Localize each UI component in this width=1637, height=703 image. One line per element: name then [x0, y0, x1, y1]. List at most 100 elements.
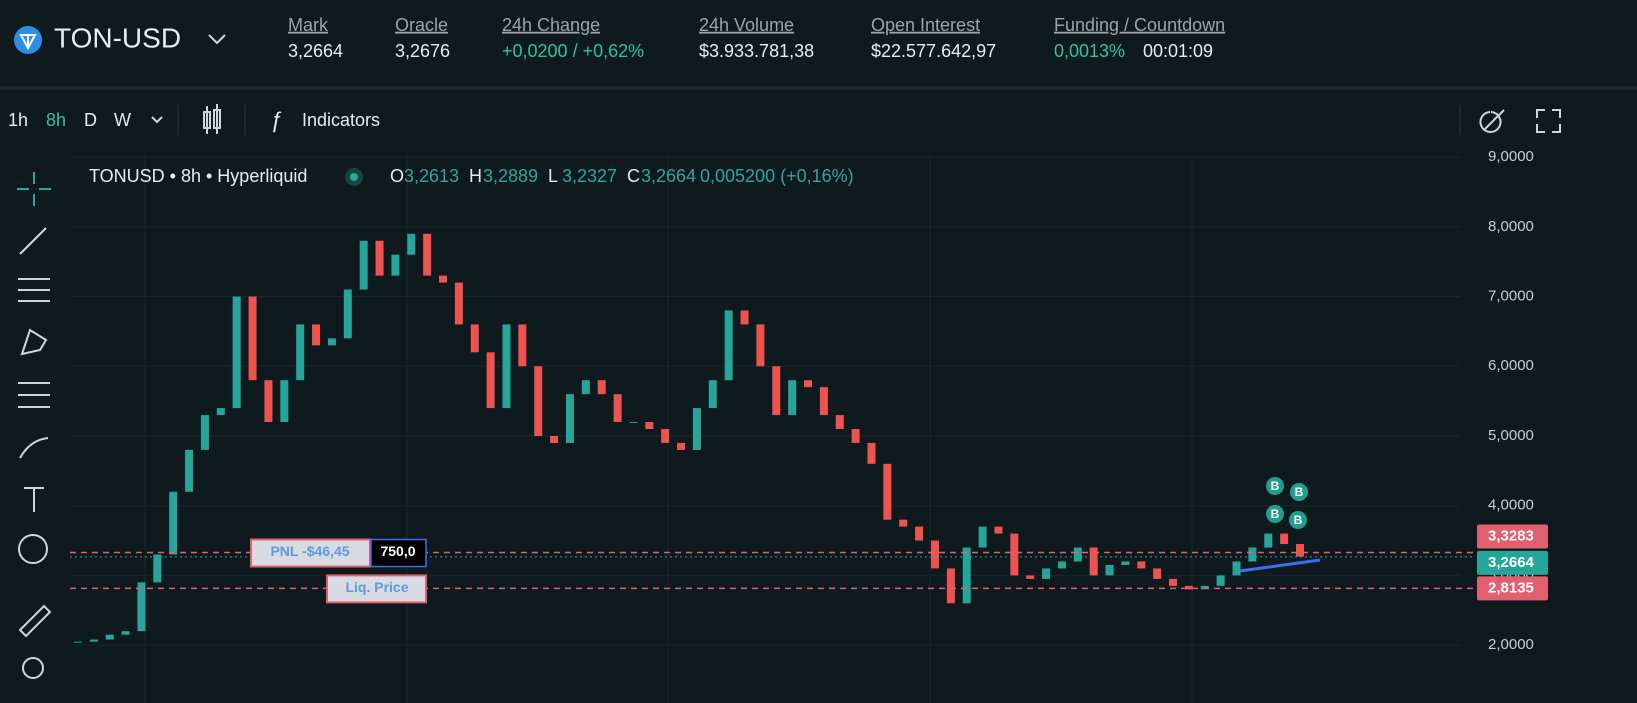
fullscreen-icon[interactable] [1536, 109, 1561, 133]
ohlc-change: 0,005200 (+0,16%) [700, 166, 854, 186]
fx-icon[interactable]: ƒ [270, 107, 282, 132]
candle [343, 289, 352, 339]
candle [1232, 561, 1241, 576]
indicators[interactable]: Indicators [302, 110, 380, 130]
trade-marker [1289, 511, 1307, 529]
candle [296, 324, 305, 381]
candle [454, 282, 463, 325]
trade-marker [1266, 477, 1284, 495]
ohlc-value: 3,2889 [483, 166, 538, 186]
candle [1153, 568, 1162, 579]
candle [327, 338, 336, 346]
candle [756, 324, 765, 367]
candle [1200, 585, 1209, 590]
candle [248, 296, 257, 381]
interval[interactable]: W [114, 110, 131, 130]
candle [486, 352, 495, 409]
brush-tool[interactable] [19, 437, 49, 459]
stat-value: 3,2664 [288, 41, 343, 61]
crosshair-tool[interactable] [17, 172, 51, 206]
price-tag-label: 2,8135 [1488, 579, 1534, 596]
candle [534, 366, 543, 436]
interval-dropdown[interactable] [151, 116, 163, 124]
status-dot-inner [350, 173, 358, 181]
liq-box[interactable] [326, 574, 427, 604]
prediction-tool[interactable] [18, 382, 50, 408]
ohlc-key: L [548, 166, 558, 186]
candle [661, 429, 670, 443]
candle [550, 435, 559, 443]
candle [645, 422, 654, 429]
size-box [370, 538, 427, 568]
pnl-label: PNL -$46,45 [270, 543, 349, 559]
trade-marker-label: B [1295, 485, 1304, 499]
candle [375, 240, 384, 276]
candle [1137, 561, 1146, 569]
candle [994, 526, 1003, 534]
candle [724, 310, 733, 381]
y-tick-label: 9,0000 [1488, 148, 1534, 165]
y-tick-label: 8,0000 [1488, 218, 1534, 235]
candle [915, 526, 924, 541]
symbol[interactable]: TON-USD [54, 22, 181, 53]
interval[interactable]: 1h [8, 110, 28, 130]
price-tag [1477, 576, 1548, 601]
text-tool[interactable] [24, 487, 44, 512]
trend-line [1239, 558, 1321, 573]
candle [962, 547, 971, 604]
trade-marker-label: B [1294, 513, 1303, 527]
candle [153, 554, 162, 583]
stat-label: Mark [288, 15, 329, 35]
price-tag-label: 3,2664 [1488, 554, 1535, 571]
candle [740, 310, 749, 325]
liq-label: Liq. Price [345, 579, 408, 595]
stat-value: +0,0200 / +0,62% [502, 41, 644, 61]
candle [899, 519, 908, 527]
zoom-tool[interactable] [22, 657, 44, 679]
stat-label: Funding / Countdown [1054, 15, 1225, 35]
candle [1010, 533, 1019, 576]
candle [89, 639, 98, 642]
trade-marker [1266, 505, 1284, 523]
candle [1042, 568, 1051, 579]
candle [1296, 544, 1304, 557]
pnl-box [250, 538, 371, 568]
candle [185, 449, 194, 492]
pattern-tool[interactable] [20, 328, 48, 356]
candle [1057, 561, 1066, 569]
candle [137, 582, 146, 632]
y-tick-label: 6,0000 [1488, 357, 1534, 374]
candle [105, 634, 114, 640]
fib-tool[interactable] [18, 278, 50, 302]
emoji-tool[interactable] [18, 534, 48, 564]
interval[interactable]: 8h [46, 110, 66, 130]
price-tag-label: 3,3283 [1488, 527, 1534, 544]
stat-value: 00:01:09 [1143, 41, 1213, 61]
ruler-tool[interactable] [18, 604, 52, 638]
candle [1073, 547, 1082, 562]
line-tool[interactable] [19, 227, 47, 255]
candle [232, 296, 241, 409]
interval[interactable]: D [84, 110, 97, 130]
stat-label: 24h Change [502, 15, 600, 35]
candle [264, 380, 273, 423]
candle [1248, 547, 1257, 562]
candle-icon[interactable] [203, 104, 221, 134]
y-tick-label: 2,0000 [1488, 636, 1534, 653]
candle [1105, 564, 1114, 576]
trade-marker-label: B [1271, 507, 1280, 521]
candle [772, 366, 781, 416]
price-tag [1477, 550, 1548, 575]
zoom-icon[interactable] [1479, 109, 1505, 133]
candle [470, 324, 479, 353]
dropdown[interactable] [208, 34, 226, 45]
candle [1121, 561, 1130, 565]
candle [883, 463, 892, 520]
ohlc-value: 3,2327 [562, 166, 617, 186]
candle [216, 408, 225, 416]
candle [930, 540, 939, 569]
y-tick-label: 7,0000 [1488, 288, 1534, 305]
candle [835, 415, 844, 429]
candle [819, 387, 828, 416]
